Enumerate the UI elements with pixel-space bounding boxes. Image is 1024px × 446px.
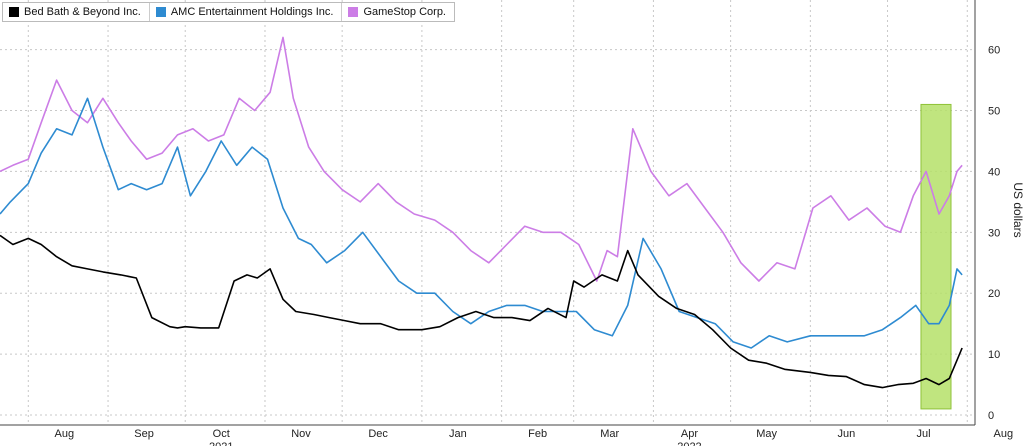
x-tick-label: Aug <box>55 428 75 440</box>
y-tick-label: 50 <box>988 106 1000 118</box>
x-tick-label: May <box>756 428 777 440</box>
highlight-box <box>920 103 952 410</box>
legend-label: Bed Bath & Beyond Inc. <box>24 6 141 18</box>
legend-item-amc: AMC Entertainment Holdings Inc. <box>150 3 343 21</box>
gridlines <box>0 0 975 425</box>
chart-legend: Bed Bath & Beyond Inc. AMC Entertainment… <box>2 2 455 22</box>
y-tick-label: 40 <box>988 166 1000 178</box>
legend-swatch-amc <box>155 7 166 17</box>
x-tick-label: Dec <box>368 428 388 440</box>
legend-item-bbby: Bed Bath & Beyond Inc. <box>3 3 150 21</box>
highlight-region <box>920 103 952 410</box>
y-tick-label: 30 <box>988 227 1000 239</box>
series-lines <box>0 36 963 389</box>
x-year-label: 2022 <box>677 441 701 446</box>
series-line-gme <box>0 36 963 282</box>
series-line-amc <box>0 97 963 349</box>
x-year-label: 2021 <box>209 441 233 446</box>
y-tick-label: 60 <box>988 45 1000 57</box>
x-tick-label: Apr <box>681 428 698 440</box>
legend-label: AMC Entertainment Holdings Inc. <box>170 6 334 18</box>
x-tick-label: Sep <box>134 428 154 440</box>
x-tick-label: Nov <box>291 428 311 440</box>
x-tick-label: Feb <box>528 428 547 440</box>
series-line-bbby <box>0 234 963 389</box>
x-tick-label: Jan <box>449 428 467 440</box>
y-tick-label: 10 <box>988 349 1000 361</box>
y-tick-label: 0 <box>988 410 994 422</box>
legend-swatch-gme <box>348 7 359 17</box>
x-tick-label: Jul <box>917 428 931 440</box>
x-tick-label: Oct <box>213 428 230 440</box>
y-tick-label: 20 <box>988 288 1000 300</box>
legend-item-gme: GameStop Corp. <box>342 3 454 21</box>
x-tick-label: Jun <box>837 428 855 440</box>
legend-swatch-bbby <box>9 7 19 17</box>
x-tick-label: Aug <box>993 428 1013 440</box>
x-tick-label: Mar <box>600 428 619 440</box>
legend-label: GameStop Corp. <box>363 6 446 18</box>
y-axis-label: US dollars <box>1011 182 1024 237</box>
